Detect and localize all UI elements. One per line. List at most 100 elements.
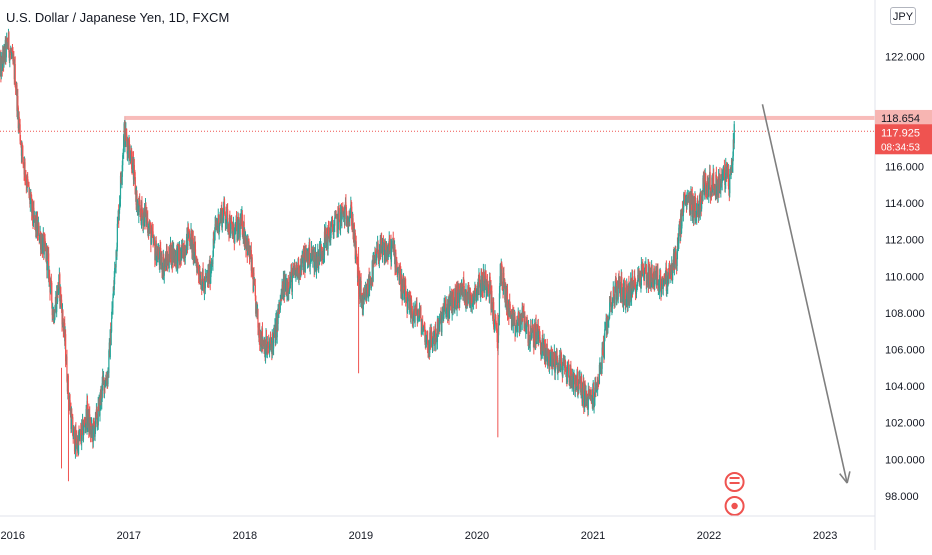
candle-body xyxy=(727,169,730,187)
candle-body xyxy=(603,340,605,359)
candle-body xyxy=(112,297,114,308)
candle-body xyxy=(593,387,595,408)
candle-body xyxy=(448,297,451,318)
candle-body xyxy=(205,276,207,278)
candle-body xyxy=(330,223,332,233)
candle-body xyxy=(474,288,476,301)
candle-body xyxy=(289,281,292,286)
candle-body xyxy=(713,172,715,188)
candle-body xyxy=(223,199,226,208)
candle-body xyxy=(651,264,653,278)
candle-body xyxy=(356,258,359,278)
candle-body xyxy=(128,140,130,158)
candle-body xyxy=(304,252,306,272)
candle-body xyxy=(67,375,69,396)
candle-body xyxy=(539,341,542,350)
candle-body xyxy=(62,321,64,331)
candle-body xyxy=(76,436,78,450)
candle-body xyxy=(301,254,303,268)
candle-body xyxy=(261,328,264,345)
candle-body xyxy=(493,302,495,327)
candle-body xyxy=(681,208,683,227)
candle-body xyxy=(297,258,300,279)
candle-body xyxy=(566,367,568,383)
candle-body xyxy=(150,236,152,245)
candle-body xyxy=(560,359,563,369)
candle-body xyxy=(359,282,361,300)
candle-body xyxy=(708,185,710,197)
candle-body xyxy=(333,226,335,239)
candle-body xyxy=(53,319,56,323)
candle-body xyxy=(629,287,631,303)
candle-body xyxy=(8,32,10,53)
candle-body xyxy=(158,248,160,258)
candle-body xyxy=(264,351,267,358)
candle-body xyxy=(656,271,658,286)
candle-body xyxy=(368,285,371,290)
candle-body xyxy=(279,299,281,310)
candle-body xyxy=(569,368,571,386)
candle-body xyxy=(65,334,67,362)
candle-body xyxy=(43,238,45,255)
currency-badge[interactable]: JPY xyxy=(890,7,916,25)
candle-body xyxy=(627,298,629,307)
candle-body xyxy=(424,326,426,343)
candle-body xyxy=(532,329,534,341)
candle-body xyxy=(426,331,429,346)
candle-body xyxy=(610,296,612,305)
candle-body xyxy=(337,211,339,230)
candle-body xyxy=(163,265,165,276)
candle-body xyxy=(576,369,579,392)
candle-body xyxy=(313,251,315,270)
candle-body xyxy=(181,245,183,259)
candle-body xyxy=(626,284,628,308)
candle-body xyxy=(416,302,418,311)
candle-body xyxy=(716,178,718,181)
candle-body xyxy=(60,287,62,305)
candle-body xyxy=(707,181,709,195)
candle-body xyxy=(576,386,578,389)
candle-body xyxy=(212,238,214,257)
candle-body xyxy=(257,308,259,328)
us-flag-stripe-icon xyxy=(729,477,740,479)
candle-body xyxy=(664,271,667,282)
candle-body xyxy=(422,322,424,332)
candle-body xyxy=(73,429,76,452)
candle-body xyxy=(62,310,64,322)
candle-body xyxy=(621,277,623,300)
candle-body xyxy=(198,270,200,276)
candle-body xyxy=(116,223,118,248)
candle-body xyxy=(2,52,4,61)
candle-body xyxy=(355,241,357,255)
candle-body xyxy=(223,209,225,221)
candle-body xyxy=(117,218,119,224)
y-tick-label: 102.000 xyxy=(885,418,925,430)
candle-body xyxy=(574,388,576,392)
candle-body xyxy=(704,184,706,195)
candle-body xyxy=(554,352,556,373)
candle-body xyxy=(717,182,719,198)
candle-body xyxy=(483,283,485,293)
candle-body xyxy=(722,176,724,178)
candle-body xyxy=(177,246,179,269)
candle-body xyxy=(327,225,329,249)
candle-body xyxy=(232,231,234,236)
candle-body xyxy=(692,195,694,211)
candle-body xyxy=(185,236,188,255)
projection-arrow-head-left xyxy=(839,473,848,484)
candle-body xyxy=(437,324,439,334)
candle-body xyxy=(485,275,487,294)
candle-body xyxy=(675,263,677,265)
candle-body xyxy=(630,288,633,299)
candle-body xyxy=(366,285,368,301)
candle-body xyxy=(108,350,110,373)
x-tick-label: 2023 xyxy=(813,530,837,542)
y-tick-label: 98.000 xyxy=(885,491,919,503)
candle-body xyxy=(536,328,538,340)
candle-body xyxy=(530,325,532,339)
candle-body xyxy=(499,282,501,294)
candle-body xyxy=(400,273,402,292)
candle-body xyxy=(497,317,500,336)
